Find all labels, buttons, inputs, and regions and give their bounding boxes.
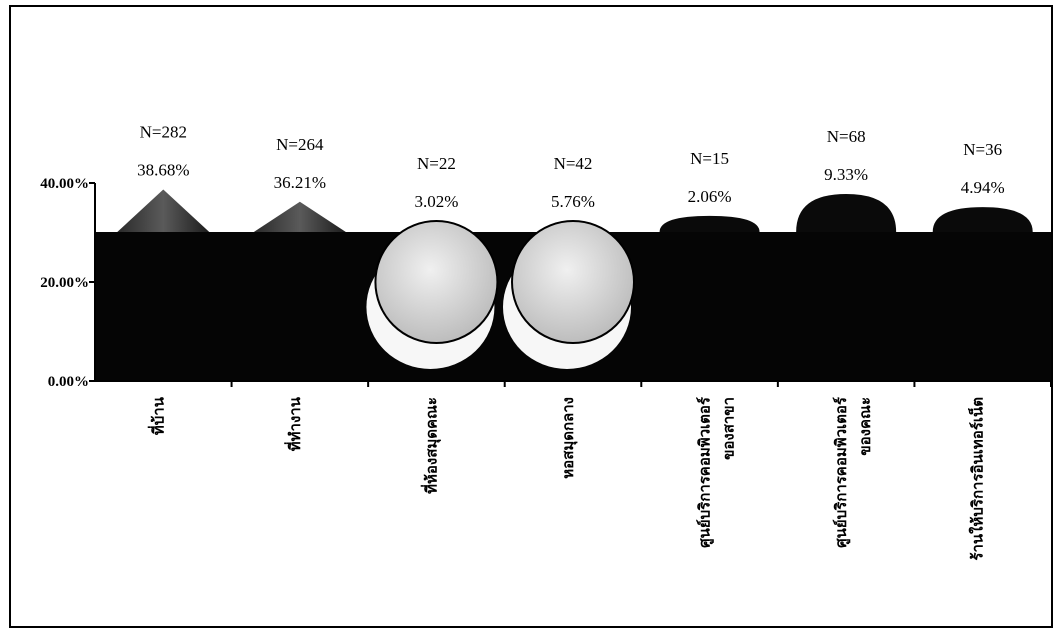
count-label: N=264 <box>276 135 324 154</box>
category-label: ของคณะ <box>856 397 874 456</box>
count-label: N=68 <box>827 127 866 146</box>
count-label: N=42 <box>554 154 593 173</box>
category-label: ของสาขา <box>720 397 738 460</box>
plot-area: 0.00% 20.00% 40.00% N=282 38.68% ที่บ้าน N=264… <box>40 123 1051 561</box>
bar-ball <box>374 220 499 344</box>
chart-frame: 0.00% 20.00% 40.00% N=282 38.68% ที่บ้าน N=264… <box>9 5 1053 628</box>
category-label: ศูนย์บริการคอมพิวเตอร์ <box>696 396 715 548</box>
count-label: N=282 <box>140 123 187 142</box>
value-label: 38.68% <box>137 161 189 180</box>
value-label: 3.02% <box>414 192 458 211</box>
count-label: N=36 <box>963 140 1002 159</box>
count-label: N=15 <box>690 149 729 168</box>
value-label: 9.33% <box>824 165 868 184</box>
bar-cone <box>117 189 210 232</box>
value-label: 5.76% <box>551 192 595 211</box>
category-label: ที่บ้าน <box>147 396 167 435</box>
y-tick-label: 0.00% <box>48 374 89 390</box>
category-label: หอสมุดกลาง <box>559 397 578 479</box>
bar-dome <box>796 194 897 232</box>
bar-dome <box>659 215 760 232</box>
value-label: 36.21% <box>274 173 326 192</box>
category-label: ร้านให้บริการอินเทอร์เน็ต <box>968 397 987 561</box>
bar-ball <box>511 220 635 344</box>
count-label: N=22 <box>417 154 456 173</box>
category-label: ศูนย์บริการคอมพิวเตอร์ <box>832 396 851 548</box>
y-tick-label: 40.00% <box>40 176 89 192</box>
bar-dome <box>932 207 1033 232</box>
value-label: 4.94% <box>961 178 1005 197</box>
category-label: ที่ห้องสมุดคณะ <box>420 397 441 494</box>
bar-cone <box>253 201 346 232</box>
chart: 0.00% 20.00% 40.00% N=282 38.68% ที่บ้าน N=264… <box>40 123 1051 561</box>
y-tick-label: 20.00% <box>40 275 89 291</box>
category-label: ที่ทำงาน <box>284 396 304 451</box>
value-label: 2.06% <box>688 187 732 206</box>
